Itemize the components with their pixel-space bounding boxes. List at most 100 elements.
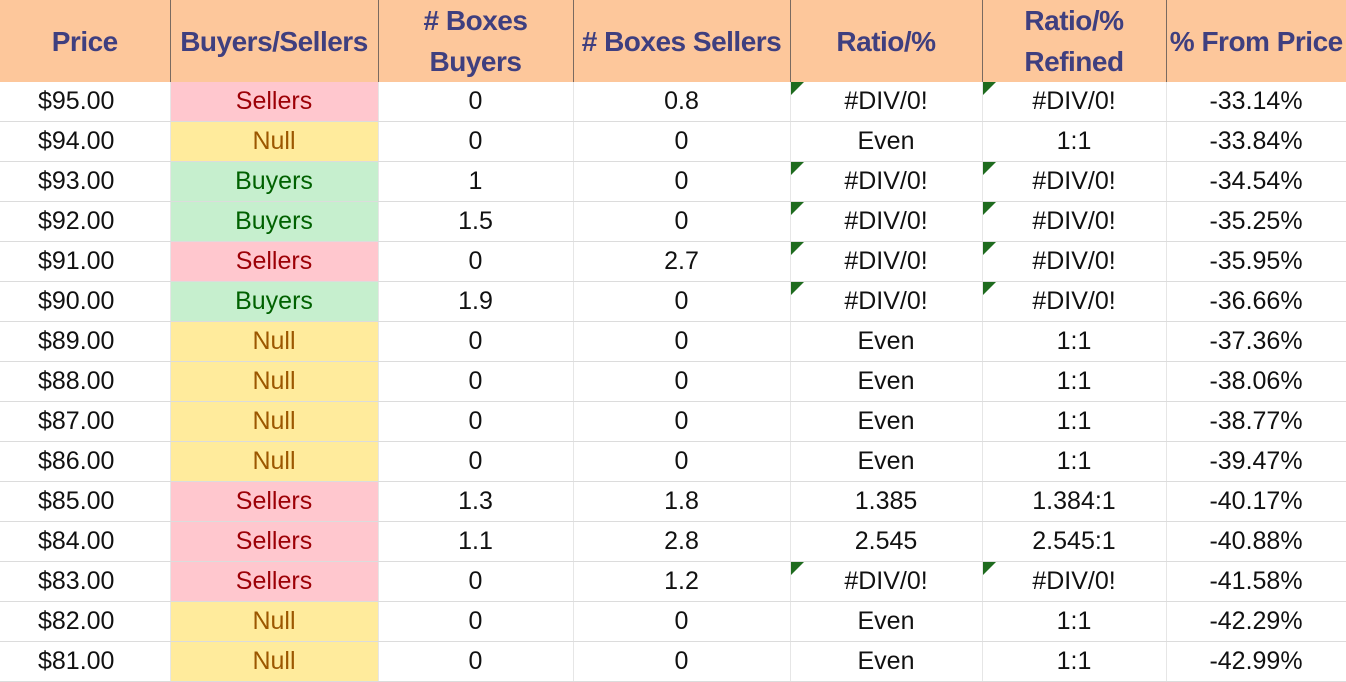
boxes-sellers-cell[interactable]: 0 — [573, 321, 791, 362]
buyers-sellers-cell[interactable]: Null — [170, 641, 379, 682]
buyers-sellers-cell[interactable]: Sellers — [170, 241, 379, 282]
buyers-sellers-cell[interactable]: Null — [170, 361, 379, 402]
buyers-sellers-cell[interactable]: Null — [170, 441, 379, 482]
ratio-cell[interactable]: #DIV/0! — [790, 241, 983, 282]
price-cell[interactable]: $82.00 — [0, 601, 171, 642]
ratio-cell[interactable]: Even — [790, 361, 983, 402]
ratio-cell[interactable]: 2.545 — [790, 521, 983, 562]
ratio-cell[interactable]: 1.385 — [790, 481, 983, 522]
boxes-buyers-cell[interactable]: 0 — [378, 641, 574, 682]
from-price-cell[interactable]: -33.84% — [1166, 121, 1346, 162]
price-cell[interactable]: $86.00 — [0, 441, 171, 482]
from-price-cell[interactable]: -42.29% — [1166, 601, 1346, 642]
price-cell[interactable]: $83.00 — [0, 561, 171, 602]
price-cell[interactable]: $85.00 — [0, 481, 171, 522]
boxes-buyers-cell[interactable]: 0 — [378, 601, 574, 642]
ratio-refined-cell[interactable]: 1:1 — [982, 321, 1167, 362]
boxes-buyers-cell[interactable]: 0 — [378, 321, 574, 362]
boxes-buyers-cell[interactable]: 0 — [378, 401, 574, 442]
from-price-cell[interactable]: -41.58% — [1166, 561, 1346, 602]
boxes-sellers-cell[interactable]: 2.8 — [573, 521, 791, 562]
header-ratio[interactable]: Ratio/% — [789, 0, 983, 82]
buyers-sellers-cell[interactable]: Buyers — [170, 201, 379, 242]
buyers-sellers-cell[interactable]: Sellers — [170, 481, 379, 522]
from-price-cell[interactable]: -39.47% — [1166, 441, 1346, 482]
buyers-sellers-cell[interactable]: Buyers — [170, 281, 379, 322]
boxes-sellers-cell[interactable]: 0 — [573, 641, 791, 682]
header-boxes-buyers[interactable]: # Boxes Buyers — [377, 0, 574, 82]
boxes-sellers-cell[interactable]: 0.8 — [573, 82, 791, 122]
buyers-sellers-cell[interactable]: Null — [170, 601, 379, 642]
ratio-refined-cell[interactable]: 2.545:1 — [982, 521, 1167, 562]
boxes-buyers-cell[interactable]: 0 — [378, 361, 574, 402]
ratio-cell[interactable]: Even — [790, 641, 983, 682]
from-price-cell[interactable]: -37.36% — [1166, 321, 1346, 362]
from-price-cell[interactable]: -35.95% — [1166, 241, 1346, 282]
from-price-cell[interactable]: -40.88% — [1166, 521, 1346, 562]
ratio-cell[interactable]: Even — [790, 121, 983, 162]
buyers-sellers-cell[interactable]: Sellers — [170, 561, 379, 602]
from-price-cell[interactable]: -33.14% — [1166, 82, 1346, 122]
price-cell[interactable]: $91.00 — [0, 241, 171, 282]
ratio-refined-cell[interactable]: #DIV/0! — [982, 281, 1167, 322]
price-cell[interactable]: $88.00 — [0, 361, 171, 402]
ratio-cell[interactable]: Even — [790, 441, 983, 482]
boxes-buyers-cell[interactable]: 0 — [378, 82, 574, 122]
boxes-buyers-cell[interactable]: 0 — [378, 561, 574, 602]
buyers-sellers-cell[interactable]: Null — [170, 321, 379, 362]
boxes-sellers-cell[interactable]: 0 — [573, 201, 791, 242]
from-price-cell[interactable]: -40.17% — [1166, 481, 1346, 522]
header-boxes-sellers[interactable]: # Boxes Sellers — [572, 0, 791, 82]
ratio-refined-cell[interactable]: 1.384:1 — [982, 481, 1167, 522]
price-cell[interactable]: $90.00 — [0, 281, 171, 322]
ratio-cell[interactable]: Even — [790, 401, 983, 442]
boxes-sellers-cell[interactable]: 0 — [573, 281, 791, 322]
ratio-refined-cell[interactable]: #DIV/0! — [982, 561, 1167, 602]
price-cell[interactable]: $93.00 — [0, 161, 171, 202]
boxes-sellers-cell[interactable]: 0 — [573, 441, 791, 482]
price-cell[interactable]: $95.00 — [0, 82, 171, 122]
price-cell[interactable]: $89.00 — [0, 321, 171, 362]
boxes-sellers-cell[interactable]: 1.8 — [573, 481, 791, 522]
header-buyers-sellers[interactable]: Buyers/Sellers — [169, 0, 379, 82]
boxes-buyers-cell[interactable]: 1.9 — [378, 281, 574, 322]
buyers-sellers-cell[interactable]: Sellers — [170, 521, 379, 562]
buyers-sellers-cell[interactable]: Buyers — [170, 161, 379, 202]
boxes-sellers-cell[interactable]: 0 — [573, 361, 791, 402]
price-cell[interactable]: $81.00 — [0, 641, 171, 682]
ratio-refined-cell[interactable]: #DIV/0! — [982, 82, 1167, 122]
ratio-refined-cell[interactable]: #DIV/0! — [982, 201, 1167, 242]
ratio-refined-cell[interactable]: 1:1 — [982, 641, 1167, 682]
ratio-cell[interactable]: #DIV/0! — [790, 82, 983, 122]
boxes-sellers-cell[interactable]: 0 — [573, 121, 791, 162]
price-cell[interactable]: $92.00 — [0, 201, 171, 242]
ratio-cell[interactable]: #DIV/0! — [790, 201, 983, 242]
boxes-buyers-cell[interactable]: 1.5 — [378, 201, 574, 242]
from-price-cell[interactable]: -35.25% — [1166, 201, 1346, 242]
price-cell[interactable]: $87.00 — [0, 401, 171, 442]
ratio-cell[interactable]: #DIV/0! — [790, 161, 983, 202]
boxes-sellers-cell[interactable]: 1.2 — [573, 561, 791, 602]
from-price-cell[interactable]: -38.06% — [1166, 361, 1346, 402]
boxes-sellers-cell[interactable]: 0 — [573, 401, 791, 442]
boxes-sellers-cell[interactable]: 0 — [573, 161, 791, 202]
ratio-refined-cell[interactable]: 1:1 — [982, 361, 1167, 402]
header-ratio-refined[interactable]: Ratio/% Refined — [981, 0, 1167, 82]
boxes-sellers-cell[interactable]: 0 — [573, 601, 791, 642]
buyers-sellers-cell[interactable]: Sellers — [170, 82, 379, 122]
header-from-price[interactable]: % From Price — [1165, 0, 1346, 82]
ratio-cell[interactable]: Even — [790, 321, 983, 362]
ratio-cell[interactable]: #DIV/0! — [790, 281, 983, 322]
boxes-buyers-cell[interactable]: 0 — [378, 241, 574, 282]
ratio-cell[interactable]: #DIV/0! — [790, 561, 983, 602]
from-price-cell[interactable]: -38.77% — [1166, 401, 1346, 442]
boxes-buyers-cell[interactable]: 1 — [378, 161, 574, 202]
ratio-refined-cell[interactable]: #DIV/0! — [982, 161, 1167, 202]
header-price[interactable]: Price — [0, 0, 171, 82]
ratio-cell[interactable]: Even — [790, 601, 983, 642]
ratio-refined-cell[interactable]: 1:1 — [982, 441, 1167, 482]
from-price-cell[interactable]: -36.66% — [1166, 281, 1346, 322]
ratio-refined-cell[interactable]: 1:1 — [982, 401, 1167, 442]
ratio-refined-cell[interactable]: 1:1 — [982, 121, 1167, 162]
ratio-refined-cell[interactable]: 1:1 — [982, 601, 1167, 642]
